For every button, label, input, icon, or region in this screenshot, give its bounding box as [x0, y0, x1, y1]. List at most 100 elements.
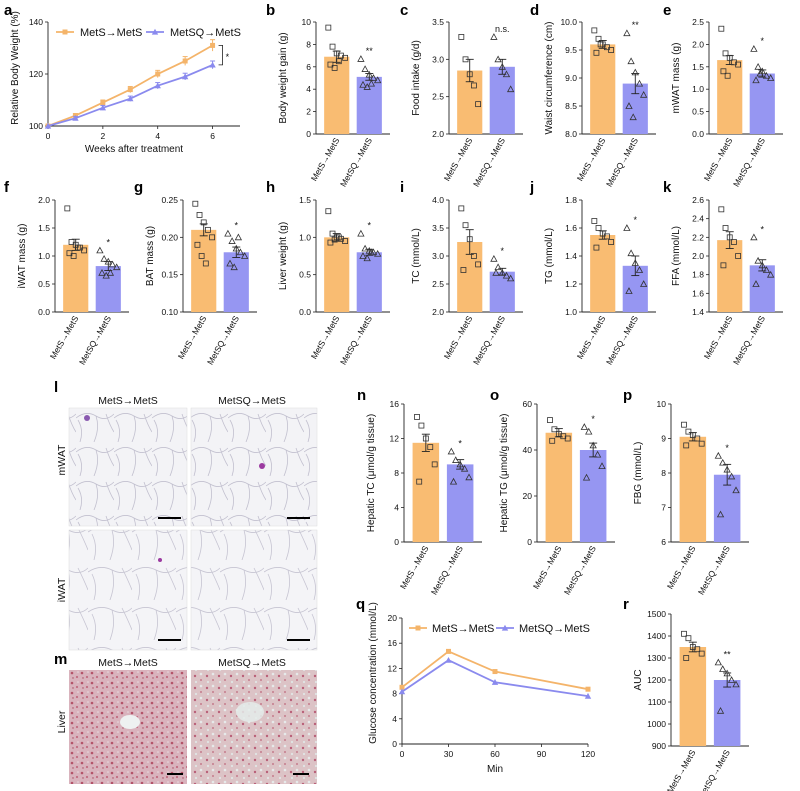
y-tick-label: 1.8: [565, 195, 577, 205]
y-tick-label: 20: [388, 613, 398, 623]
data-point-square: [462, 56, 469, 63]
bar-metsq: [223, 252, 249, 312]
chart-n-hepatic-tc: 0 4 8 12 16 Hepatic TC (μmol/g tissue) * MetS→M…: [366, 399, 482, 596]
x-tick-label: MetSQ→MetS: [562, 544, 598, 597]
y-tick-label: 2: [306, 107, 311, 117]
data-point-triangle: [365, 70, 373, 78]
data-point-triangle: [449, 477, 458, 485]
panel-label-m: m: [54, 651, 67, 668]
chart-o-hepatic-tg: 0 20 40 60 Hepatic TG (μmol/g tissue) * MetS→M…: [499, 399, 615, 596]
y-tick-label: 900: [652, 741, 666, 751]
histology-image-mwat-mets: [68, 407, 188, 527]
x-tick-label: MetS→MetS: [575, 314, 608, 361]
y-tick-label: 1.0: [38, 251, 50, 261]
legend-marker-mets: [62, 29, 68, 35]
data-point-triangle: [181, 73, 189, 80]
data-point-square: [209, 234, 216, 241]
data-point-square: [192, 200, 199, 207]
data-point-triangle: [627, 57, 635, 65]
y-tick-label: 0: [306, 129, 311, 139]
x-tick-label: MetSQ→MetS: [696, 544, 732, 597]
data-point-square: [720, 68, 727, 75]
histology-image-mwat-metsq: [190, 407, 318, 527]
data-point-triangle: [100, 254, 108, 262]
y-tick-label: 8.0: [565, 129, 577, 139]
data-point-square: [329, 43, 336, 50]
data-point-square: [593, 244, 600, 251]
y-tick-label: 3.0: [432, 54, 444, 64]
data-point-square: [335, 58, 342, 65]
histology-panel-m: MetS→MetS MetSQ→MetS Liver: [56, 657, 317, 784]
vessel-lumen: [236, 702, 264, 722]
y-tick-label: 3.0: [432, 251, 444, 261]
data-point-triangle: [502, 70, 511, 78]
data-point-triangle: [623, 224, 631, 231]
data-point-triangle: [154, 82, 161, 89]
y-tick-label: 0.20: [161, 232, 178, 242]
data-point-square: [64, 205, 71, 212]
panel-label-p: p: [623, 387, 632, 404]
x-tick-label: MetSQ→MetS: [471, 136, 507, 189]
data-point-triangle: [750, 45, 758, 52]
data-point-square: [427, 444, 434, 451]
panel-label-k: k: [663, 179, 672, 196]
y-tick-label: 4.0: [432, 195, 444, 205]
data-point-triangle: [363, 254, 371, 262]
x-tick-label: MetS→MetS: [702, 136, 735, 183]
data-point-triangle: [727, 676, 736, 683]
data-point-square: [718, 25, 725, 32]
y-tick-label: 0.5: [299, 270, 311, 280]
x-tick-label: MetS→MetS: [442, 314, 475, 361]
panel-label-i: i: [400, 179, 404, 196]
y-tick-label: 1500: [647, 609, 666, 619]
data-point-square: [720, 262, 727, 269]
data-point-square: [466, 71, 473, 78]
data-point-square: [127, 87, 133, 93]
x-tick-label: 0: [400, 749, 405, 759]
y-tick-label: 1000: [647, 719, 666, 729]
y-tick-label: 100: [29, 121, 43, 131]
x-tick-label: MetS→MetS: [665, 748, 698, 791]
data-point-triangle: [373, 249, 382, 257]
data-point-square: [547, 417, 553, 424]
data-point-triangle: [758, 261, 766, 269]
y-tick-label: 2.0: [692, 39, 704, 49]
legend-label-metsq: MetSQ→MetS: [519, 623, 590, 635]
data-point-triangle: [762, 266, 771, 273]
y-tick-label: 120: [29, 69, 43, 79]
data-point-triangle: [44, 122, 52, 129]
data-point-triangle: [506, 85, 515, 93]
data-point-square: [70, 253, 77, 259]
chart-j-tg: 1.0 1.2 1.4 1.6 1.8 TG (mmol/L) * MetS→MetSMetS…: [544, 195, 656, 366]
y-tick-label: 9.5: [565, 45, 577, 55]
stain-spot: [84, 415, 90, 421]
data-point-triangle: [96, 246, 104, 254]
vessel-lumen: [120, 715, 140, 729]
panel-label-c: c: [400, 2, 408, 19]
histology-row-label-liver: Liver: [56, 710, 68, 733]
data-point-triangle: [727, 472, 736, 480]
chart-i-tc: 2.0 2.5 3.0 3.5 4.0 TC (mmol/L) * MetS→MetSMetS…: [411, 195, 523, 366]
data-point-triangle: [447, 447, 455, 455]
data-point-square: [608, 239, 615, 245]
y-tick-label: 8: [661, 468, 666, 478]
y-tick-label: 0.5: [38, 279, 50, 289]
y-axis-label: Body weight gain (g): [278, 32, 289, 123]
chart-f-iwat-mass: 0.0 0.5 1.0 1.5 2.0 iWAT mass (g) * MetS→MetSMe…: [17, 195, 129, 366]
y-tick-label: 1.2: [565, 279, 577, 289]
significance-label: *: [107, 237, 111, 247]
data-point-triangle: [762, 71, 771, 79]
data-point-square: [475, 261, 482, 268]
bar-mets: [324, 237, 350, 312]
panel-label-f: f: [4, 179, 10, 196]
data-point-triangle: [367, 248, 376, 256]
y-tick-label: 1.5: [692, 62, 704, 72]
y-tick-label: 12: [388, 663, 398, 673]
significance-label: *: [368, 221, 372, 231]
data-point-triangle: [232, 244, 240, 252]
data-point-square: [155, 71, 161, 77]
data-point-triangle: [766, 270, 775, 278]
stain-spot: [259, 463, 265, 469]
bar-metsq: [489, 66, 515, 134]
x-tick-label: 0: [46, 131, 51, 141]
